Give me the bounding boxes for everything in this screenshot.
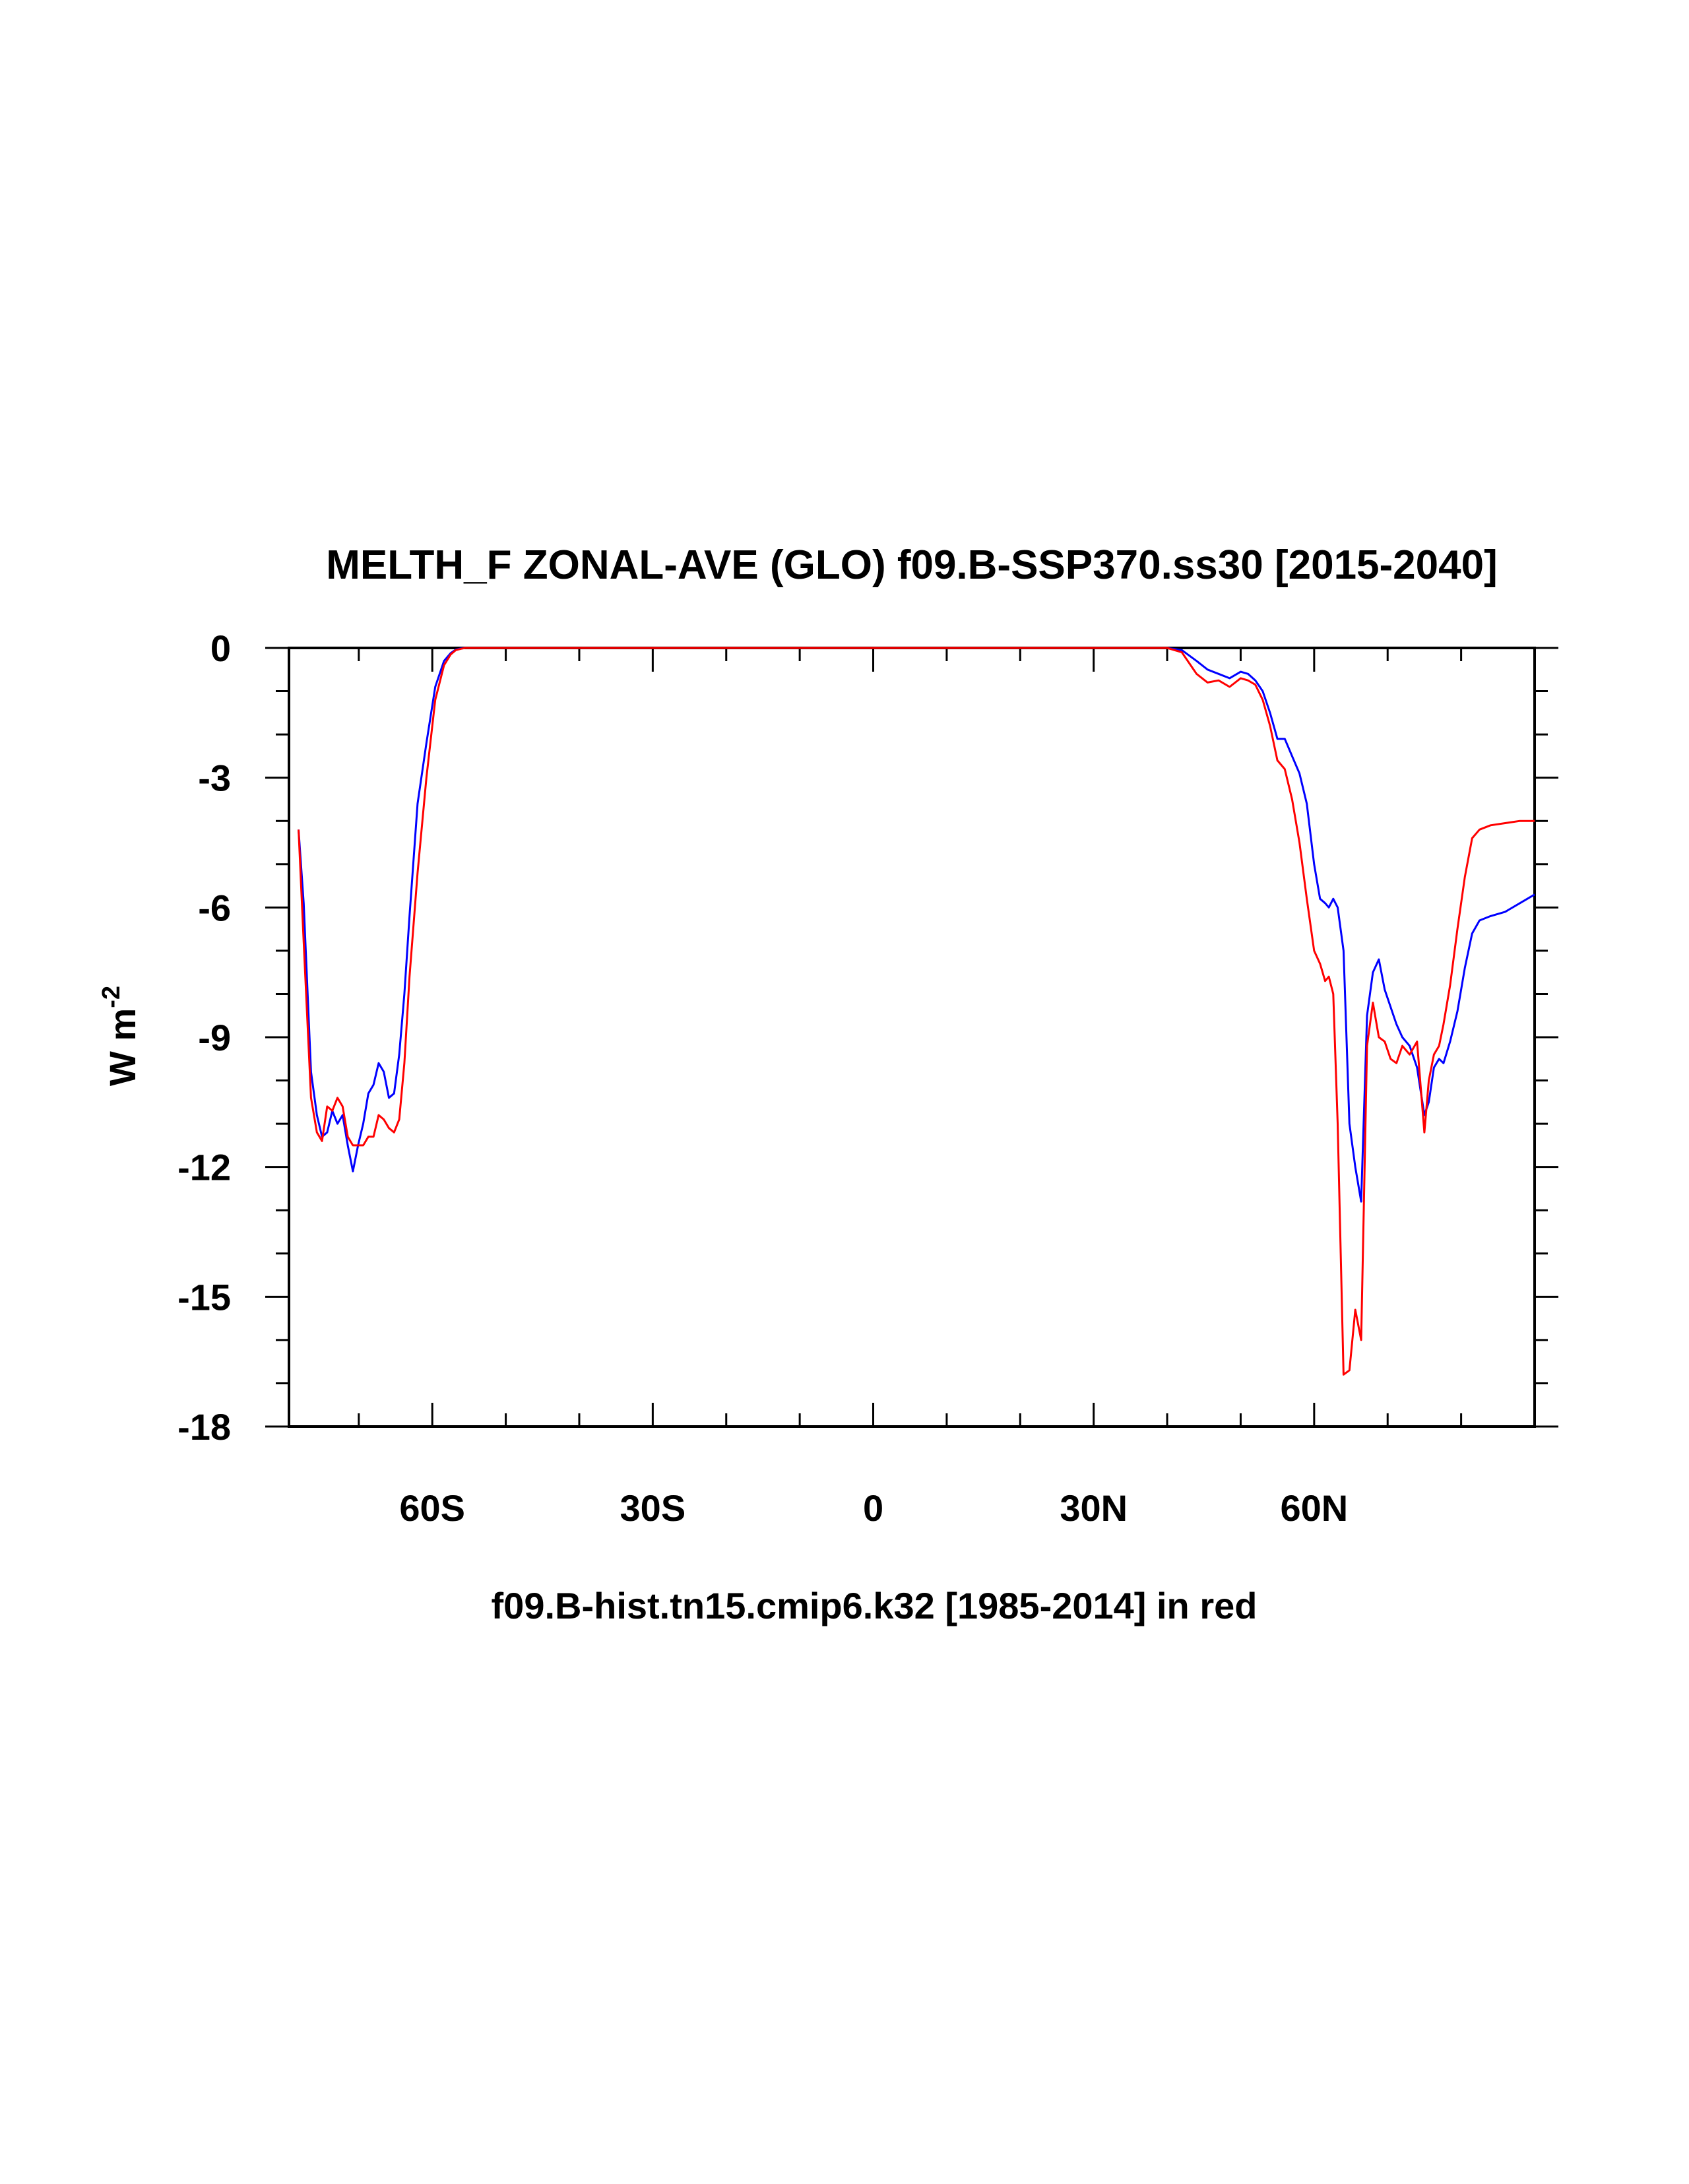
y-tick-label: -3: [198, 757, 231, 799]
y-axis-label: W m-2: [98, 986, 143, 1086]
chart-title: MELTH_F ZONAL-AVE (GLO) f09.B-SSP370.ss3…: [326, 542, 1498, 588]
y-axis: 0 -3 -6 -9 -12 -15 -18: [177, 627, 1558, 1448]
x-axis-label: f09.B-hist.tn15.cmip6.k32 [1985-2014] in…: [492, 1585, 1258, 1626]
y-tick-label: -15: [177, 1276, 231, 1318]
series-lines: [298, 647, 1535, 1376]
x-axis: 60S 30S 0 30N 60N: [358, 648, 1463, 1529]
y-tick-label: -12: [177, 1147, 231, 1188]
series-line-1: [298, 647, 1535, 1203]
x-tick-label: 60N: [1280, 1487, 1348, 1529]
y-axis-label-exponent: -2: [98, 986, 125, 1008]
x-tick-label: 0: [863, 1487, 883, 1529]
x-tick-label: 60S: [399, 1487, 465, 1529]
x-tick-label: 30S: [620, 1487, 686, 1529]
plot-border: [288, 647, 1536, 1428]
y-tick-label: -18: [177, 1406, 231, 1448]
y-axis-label-text: W m: [102, 1008, 143, 1086]
y-tick-label: -9: [198, 1017, 231, 1058]
series-line-2: [298, 647, 1535, 1376]
x-tick-label: 30N: [1060, 1487, 1128, 1529]
y-tick-label: 0: [210, 627, 231, 669]
y-tick-label: -6: [198, 887, 231, 928]
plot-frame: [288, 647, 1536, 1428]
